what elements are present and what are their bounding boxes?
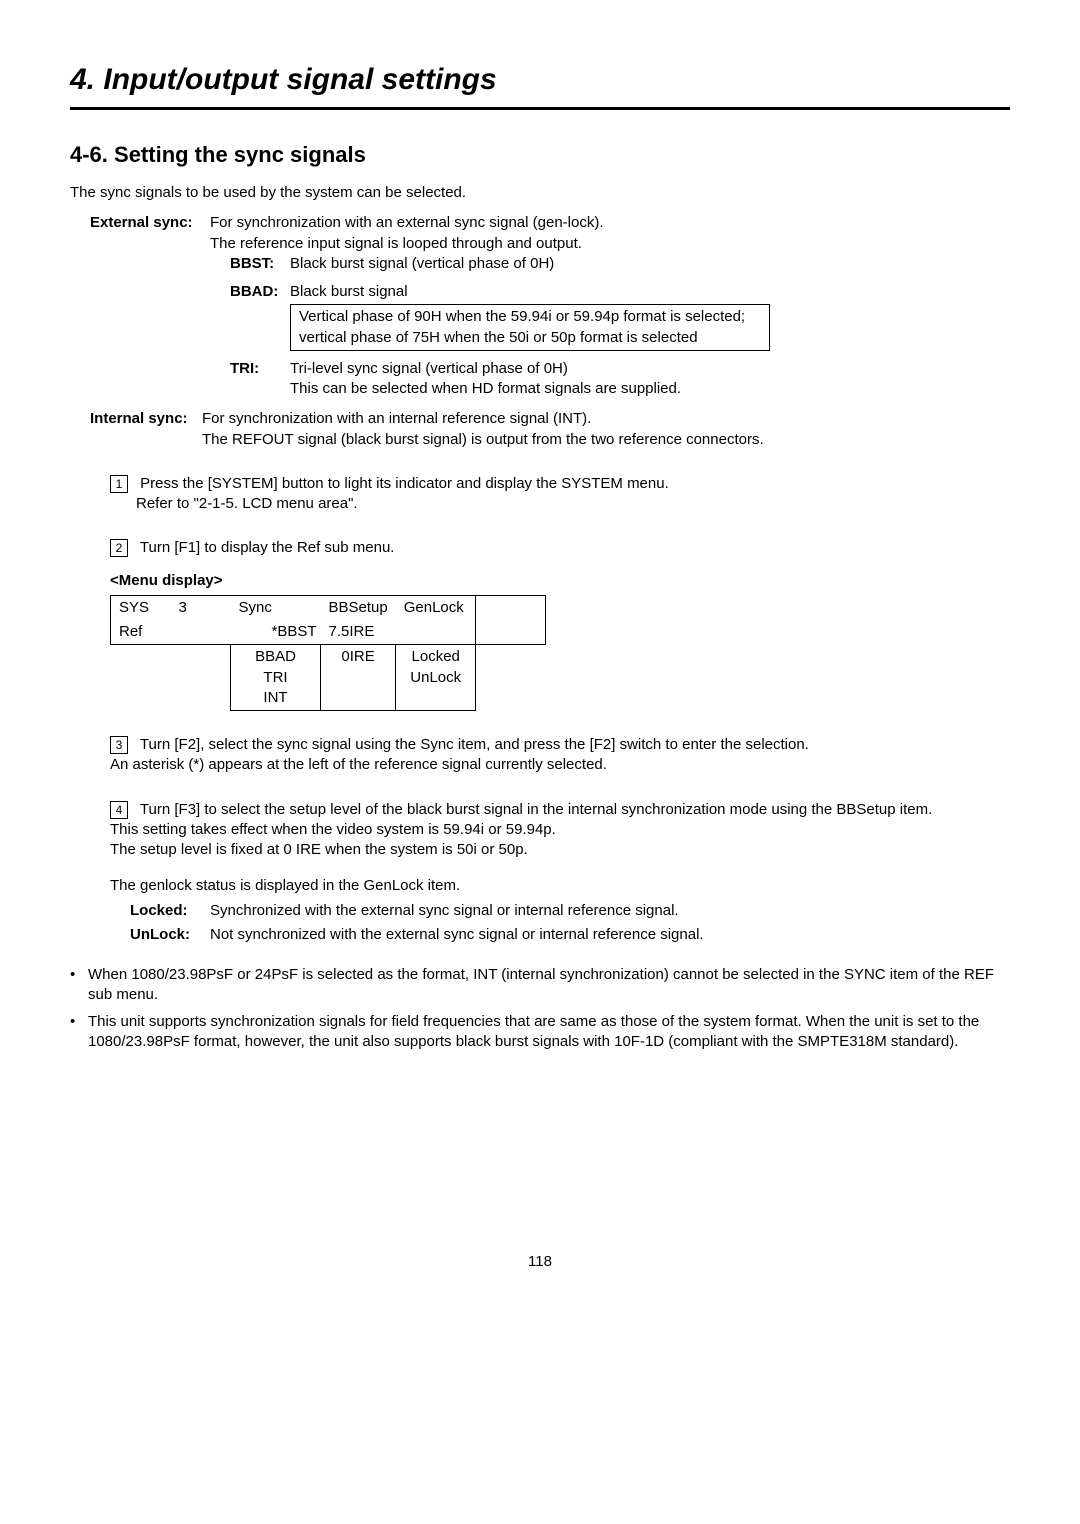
t-r1c6 [476,595,546,620]
internal-sync-block: Internal sync: For synchronization with … [90,409,1010,450]
unlock-label: UnLock: [130,925,210,945]
opt-locked: Locked [404,647,467,667]
step-4: 4 Turn [F3] to select the setup level of… [110,800,1010,946]
tri-desc-1: Tri-level sync signal (vertical phase of… [290,359,681,379]
step-2-line-1: Turn [F1] to display the Ref sub menu. [140,539,395,556]
t-r1c5: GenLock [396,595,476,620]
genlock-intro: The genlock status is displayed in the G… [110,876,1010,896]
opt-unlock: UnLock [404,668,467,688]
step-4-num: 4 [110,801,128,819]
locked-label: Locked: [130,901,210,921]
internal-desc-2: The REFOUT signal (black burst signal) i… [202,430,1010,450]
t-r2c3: *BBST [231,620,321,645]
intro-text: The sync signals to be used by the syste… [70,183,1010,203]
menu-display-label: <Menu display> [110,571,1010,591]
t-r2c4: 7.5IRE [321,620,396,645]
external-sync-label: External sync: [90,213,210,254]
bbst-desc: Black burst signal (vertical phase of 0H… [290,254,554,274]
unlock-def: UnLock: Not synchronized with the extern… [130,925,1010,945]
external-desc-1: For synchronization with an external syn… [210,213,1010,233]
step-4-line-1: Turn [F3] to select the setup level of t… [140,801,932,818]
t-r1c4: BBSetup [321,595,396,620]
internal-desc-1: For synchronization with an internal ref… [202,409,1010,429]
step-2: 2 Turn [F1] to display the Ref sub menu.… [110,538,1010,711]
section-title: 4-6. Setting the sync signals [70,140,1010,170]
t-r1c1: SYS [111,595,171,620]
note-1: When 1080/23.98PsF or 24PsF is selected … [88,965,1010,1006]
step-1: 1 Press the [SYSTEM] button to light its… [110,474,1010,515]
step-3-num: 3 [110,736,128,754]
page-number: 118 [70,1252,1010,1272]
external-sync-block: External sync: For synchronization with … [90,213,1010,399]
step-2-num: 2 [110,539,128,557]
t-r1c2: 3 [171,595,231,620]
notes-block: • When 1080/23.98PsF or 24PsF is selecte… [70,965,1010,1052]
bullet-icon: • [70,1012,88,1053]
bbad-desc: Black burst signal [290,282,408,302]
step-3-line-2: An asterisk (*) appears at the left of t… [110,755,1010,775]
step-4-line-3: The setup level is fixed at 0 IRE when t… [110,840,1010,860]
bbst-label: BBST: [230,254,290,274]
locked-def: Locked: Synchronized with the external s… [130,901,1010,921]
unlock-desc: Not synchronized with the external sync … [210,925,704,945]
tri-label: TRI: [230,359,290,400]
step-1-line-2: Refer to "2-1-5. LCD menu area". [136,494,1010,514]
t-genlock-opts: Locked UnLock [396,645,476,711]
opt-int: INT [239,688,312,708]
t-r2c2 [171,620,231,645]
menu-table: SYS 3 Sync BBSetup GenLock Ref *BBST 7.5… [110,595,1010,711]
bbad-label: BBAD: [230,282,290,302]
t-r2c6 [476,620,546,645]
step-1-num: 1 [110,475,128,493]
t-sync-opts: BBAD TRI INT [231,645,321,711]
opt-tri: TRI [239,668,312,688]
step-3: 3 Turn [F2], select the sync signal usin… [110,735,1010,776]
tri-desc-2: This can be selected when HD format sign… [290,379,681,399]
bbad-box: Vertical phase of 90H when the 59.94i or… [290,304,770,351]
t-r2c1: Ref [111,620,171,645]
t-r2c5 [396,620,476,645]
t-bbsetup-opt: 0IRE [321,645,396,711]
chapter-title: 4. Input/output signal settings [70,60,1010,110]
internal-sync-label: Internal sync: [90,409,202,450]
bullet-icon: • [70,965,88,1006]
step-4-line-2: This setting takes effect when the video… [110,820,1010,840]
external-desc-2: The reference input signal is looped thr… [210,234,1010,254]
step-1-line-1: Press the [SYSTEM] button to light its i… [140,475,669,492]
opt-bbad: BBAD [239,647,312,667]
step-3-line-1: Turn [F2], select the sync signal using … [140,736,809,753]
locked-desc: Synchronized with the external sync sign… [210,901,679,921]
note-2: This unit supports synchronization signa… [88,1012,1010,1053]
t-r1c3: Sync [231,595,321,620]
